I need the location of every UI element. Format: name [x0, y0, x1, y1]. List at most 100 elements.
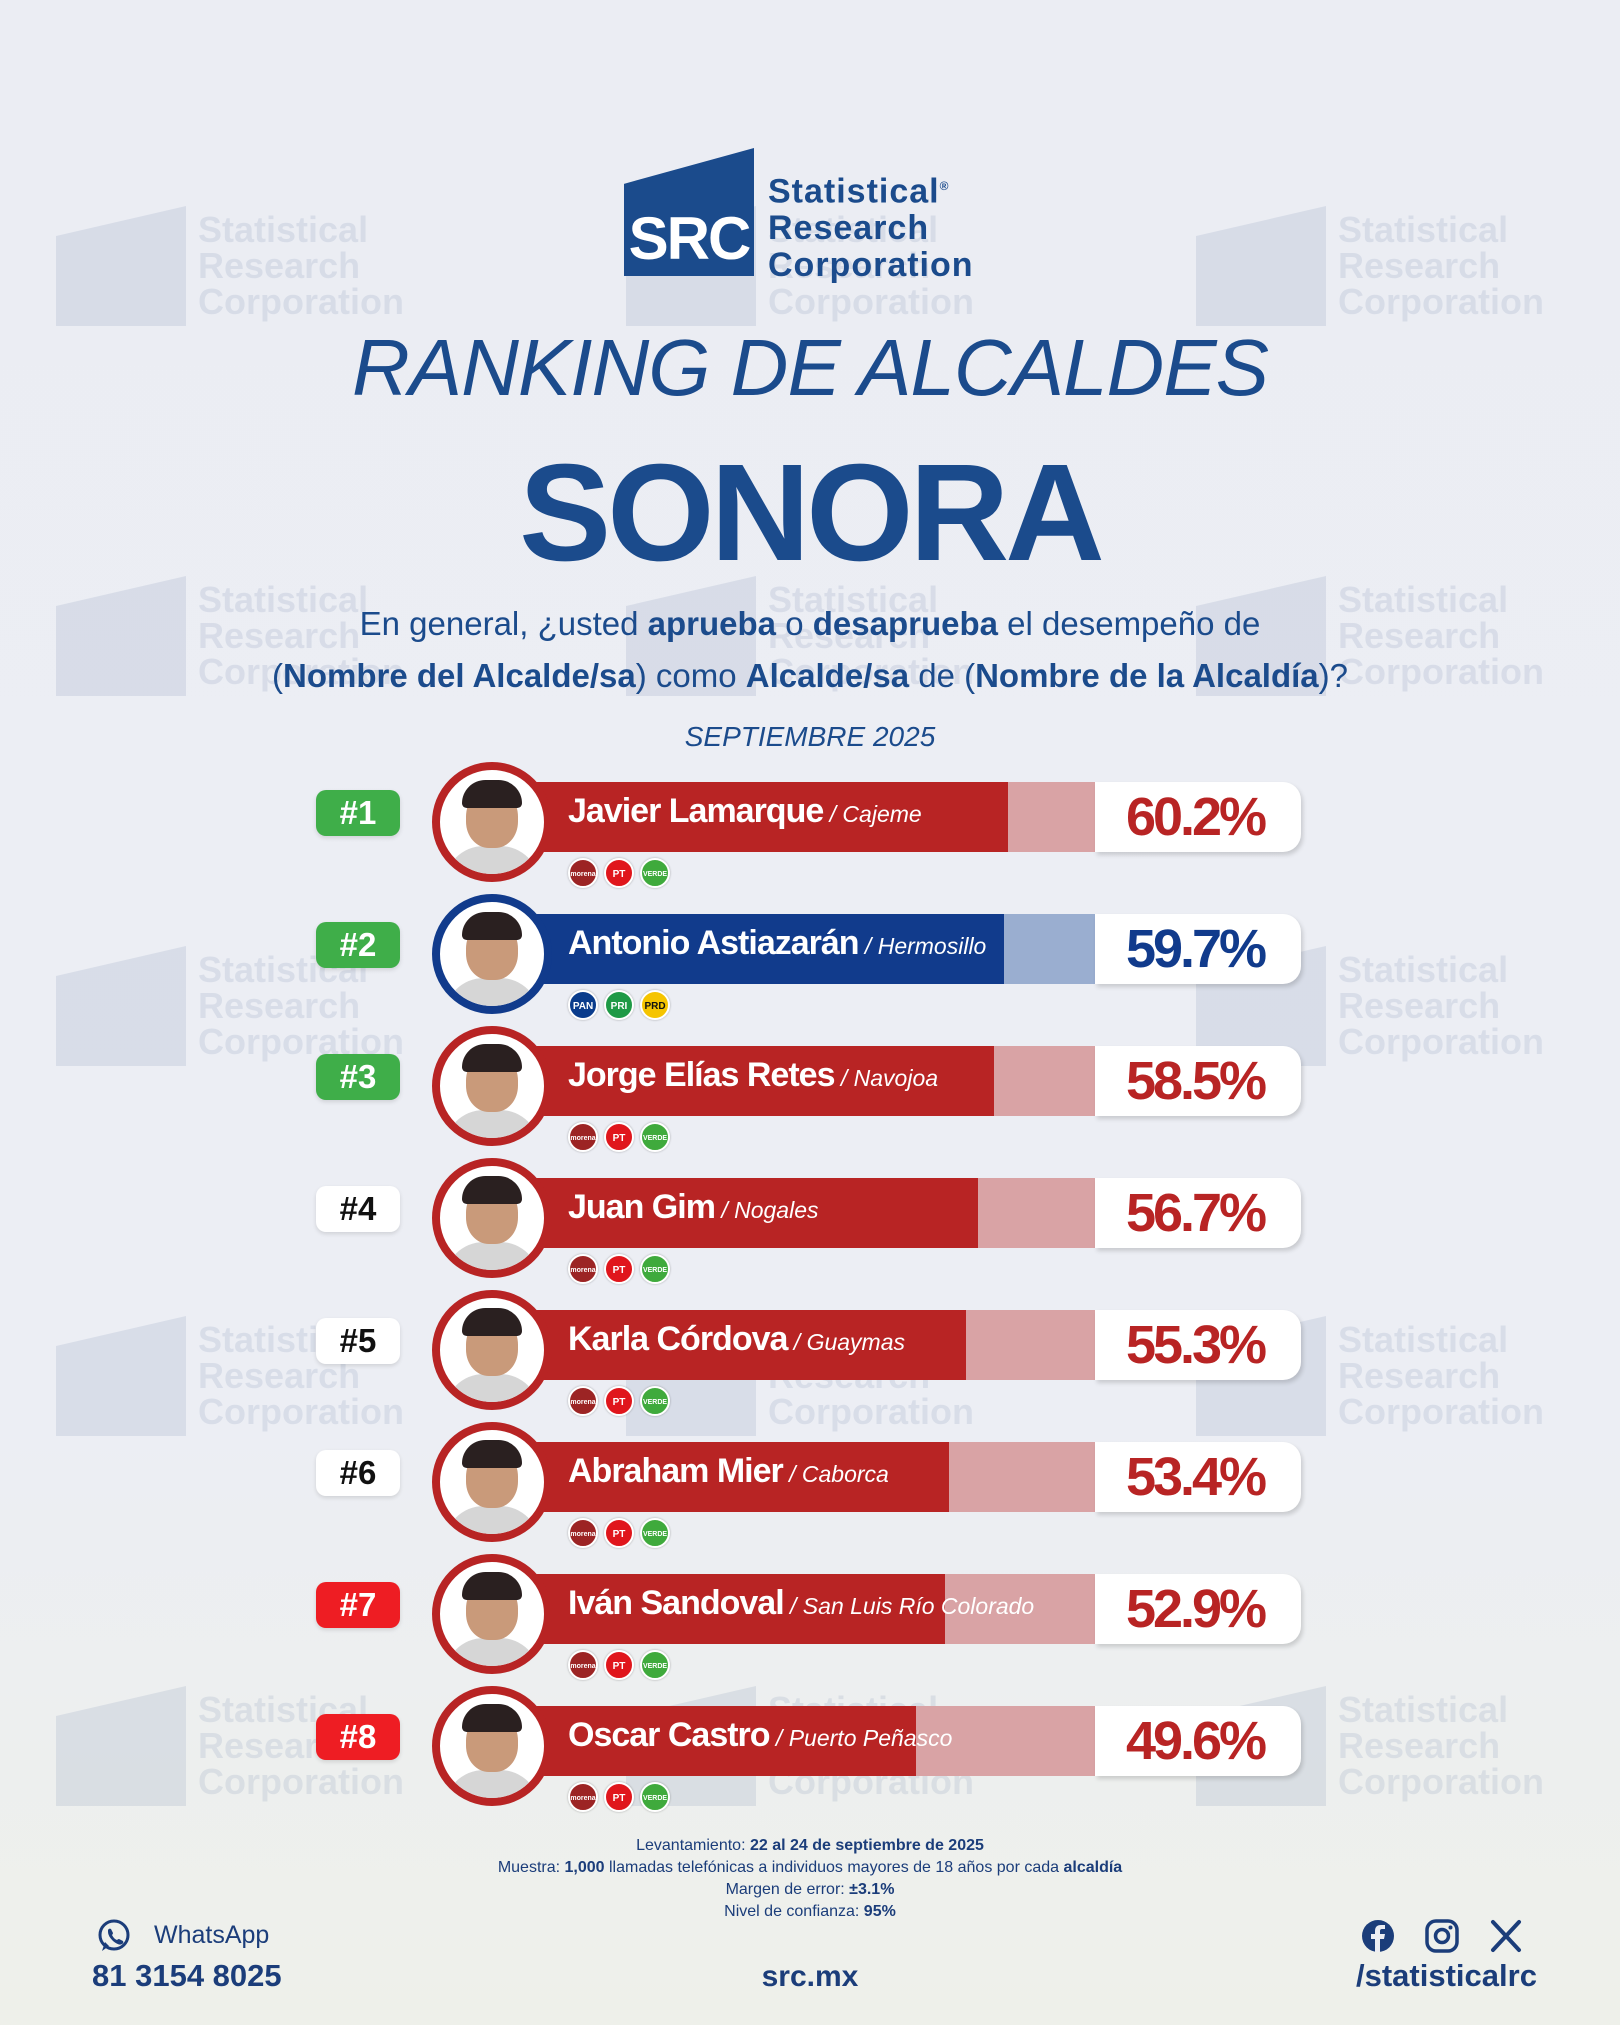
ranking-row: #2 59.7% Antonio Astiazarán / Hermosillo PA… [0, 894, 1620, 1024]
watermark-logo [626, 576, 756, 696]
party-logo-pri: PRI [604, 990, 634, 1020]
party-logos: morena PT VERDE [568, 1254, 670, 1284]
party-logo-pan: PAN [568, 990, 598, 1020]
ranking-row: #4 56.7% Juan Gim / Nogales morena PT VERDE [0, 1158, 1620, 1288]
candidate-city: / Guaymas [787, 1329, 906, 1355]
watermark-logo [56, 206, 186, 326]
party-logo-pt: PT [604, 1254, 634, 1284]
candidate-label: Javier Lamarque / Cajeme [568, 792, 922, 831]
value-box [1095, 914, 1301, 984]
party-logo-verde: VERDE [640, 858, 670, 888]
value-label: 60.2% [1125, 787, 1267, 847]
party-logo-morena: morena [568, 1650, 598, 1680]
party-logo-morena: morena [568, 1386, 598, 1416]
ranking-row: #6 53.4% Abraham Mier / Caborca morena PT VER… [0, 1422, 1620, 1552]
bar-fill [530, 1310, 966, 1380]
whatsapp-label: WhatsApp [154, 1921, 270, 1949]
party-logos: PAN PRI PRD [568, 990, 670, 1020]
bar-fill [530, 914, 1004, 984]
value-box [1095, 1442, 1301, 1512]
party-logos: morena PT VERDE [568, 1782, 670, 1812]
candidate-name: Karla Córdova [568, 1320, 788, 1358]
bar-fill [530, 1574, 945, 1644]
candidate-photo [432, 1686, 552, 1806]
value-box [1095, 1310, 1301, 1380]
rank-badge: #6 [316, 1450, 400, 1496]
survey-date: SEPTIEMBRE 2025 [684, 721, 936, 752]
party-logo-verde: VERDE [640, 1782, 670, 1812]
value-label: 56.7% [1125, 1183, 1267, 1243]
value-box [1095, 1178, 1301, 1248]
party-logo-pt: PT [604, 1782, 634, 1812]
candidate-label: Iván Sandoval / San Luis Río Colorado [568, 1584, 1034, 1623]
value-box [1095, 1706, 1301, 1776]
party-logos: morena PT VERDE [568, 1386, 670, 1416]
bar-fill [530, 1046, 994, 1116]
candidate-city: / Cajeme [823, 801, 922, 827]
page-title: RANKING DE ALCALDES [351, 323, 1269, 412]
x-icon[interactable] [1488, 1918, 1524, 1954]
survey-question: En general, ¿usted aprueba o desaprueba … [272, 605, 1348, 694]
party-logo-morena: morena [568, 1518, 598, 1548]
candidate-photo [432, 1554, 552, 1674]
facebook-icon[interactable] [1360, 1918, 1396, 1954]
ranking-row: #3 58.5% Jorge Elías Retes / Navojoa morena… [0, 1026, 1620, 1156]
ranking-row: #7 52.9% Iván Sandoval / San Luis Río Colo… [0, 1554, 1620, 1684]
value-label: 59.7% [1125, 919, 1267, 979]
social-handle[interactable]: /statisticalrc [1356, 1958, 1537, 1993]
value-label: 58.5% [1125, 1051, 1267, 1111]
watermark-logo [56, 1686, 186, 1806]
party-logo-pt: PT [604, 1386, 634, 1416]
party-logos: morena PT VERDE [568, 1518, 670, 1548]
party-logo-verde: VERDE [640, 1254, 670, 1284]
party-logo-prd: PRD [640, 990, 670, 1020]
rank-badge: #7 [316, 1582, 400, 1628]
whatsapp-phone[interactable]: 81 3154 8025 [92, 1958, 282, 1993]
candidate-label: Karla Córdova / Guaymas [568, 1320, 905, 1359]
rank-badge: #2 [316, 922, 400, 968]
src-logo: SRC Statistical® Research Corporation [624, 148, 1004, 284]
party-logo-pt: PT [604, 858, 634, 888]
value-label: 49.6% [1125, 1711, 1267, 1771]
watermark-logo [56, 946, 186, 1066]
candidate-city: / San Luis Río Colorado [783, 1593, 1035, 1619]
party-logo-morena: morena [568, 1122, 598, 1152]
candidate-photo [432, 1290, 552, 1410]
watermark-logo [1196, 576, 1326, 696]
party-logo-verde: VERDE [640, 1122, 670, 1152]
party-logo-pt: PT [604, 1650, 634, 1680]
candidate-city: / Caborca [782, 1461, 889, 1487]
candidate-label: Juan Gim / Nogales [568, 1188, 819, 1227]
whatsapp-icon[interactable] [96, 1918, 132, 1954]
website-link[interactable]: src.mx [761, 1960, 859, 1993]
ranking-row: #1 60.2% Javier Lamarque / Cajeme morena PT V… [0, 762, 1620, 892]
candidate-city: / Hermosillo [858, 933, 987, 959]
rank-badge: #3 [316, 1054, 400, 1100]
watermark-logo [56, 576, 186, 696]
ranking-row: #8 49.6% Oscar Castro / Puerto Peñasco more… [0, 1686, 1620, 1816]
rank-badge: #5 [316, 1318, 400, 1364]
page-subtitle: SONORA [519, 436, 1105, 590]
candidate-photo [432, 894, 552, 1014]
social-icons [1360, 1918, 1524, 1954]
instagram-icon[interactable] [1424, 1918, 1460, 1954]
rank-badge: #1 [316, 790, 400, 836]
rank-badge: #8 [316, 1714, 400, 1760]
candidate-city: / Navojoa [834, 1065, 939, 1091]
candidate-label: Antonio Astiazarán / Hermosillo [568, 924, 986, 963]
party-logo-verde: VERDE [640, 1518, 670, 1548]
logo-abbr: SRC [628, 205, 752, 272]
candidate-name: Antonio Astiazarán [568, 924, 860, 962]
